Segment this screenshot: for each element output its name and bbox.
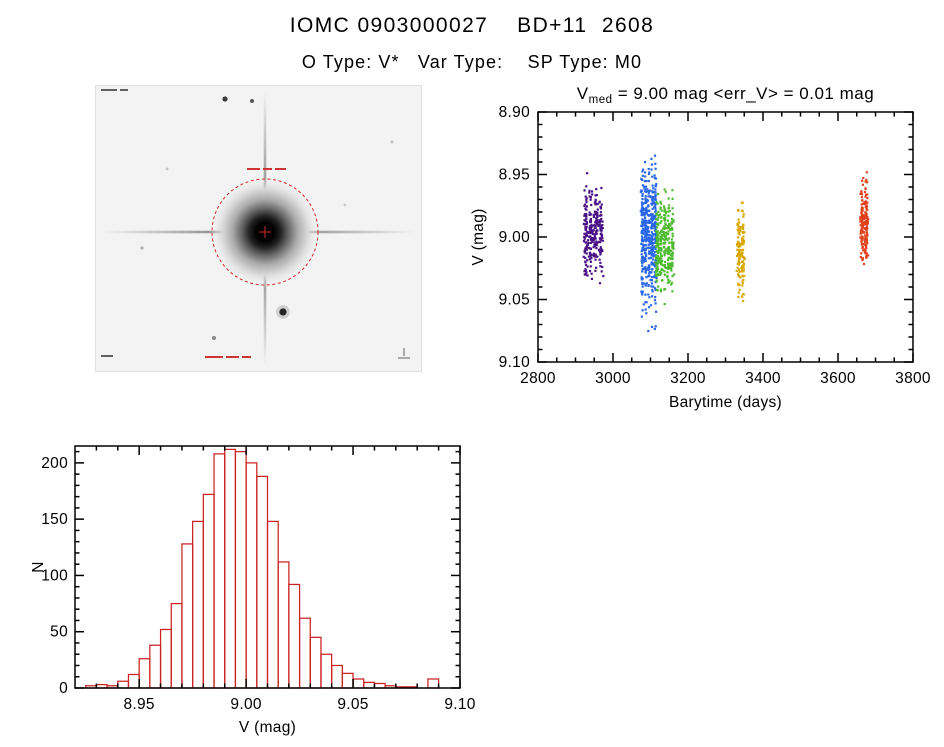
aperture-circle	[211, 178, 319, 286]
histogram-svg: 8.95 9.00 9.05 9.10 0 50 100 150 200 V (mag) N	[30, 445, 475, 736]
histogram-bar	[288, 583, 301, 689]
page-title: IOMC 0903000027 BD+11 2608	[289, 14, 655, 37]
histogram-bar	[309, 636, 322, 689]
histogram-bar	[192, 520, 204, 689]
lc-x-tick-label: 3400	[745, 370, 781, 387]
annotation-text-mark	[275, 168, 286, 170]
hist-x-tick-label: 9.00	[230, 696, 261, 713]
field-star	[140, 246, 144, 250]
histogram-ylabel: N	[30, 561, 47, 573]
histogram-bar	[224, 448, 237, 689]
histogram-chart: 8.95 9.00 9.05 9.10 0 50 100 150 200 V (mag) N	[30, 428, 490, 746]
star-field-svg	[95, 85, 422, 372]
histogram-bar	[138, 658, 151, 689]
histogram-bar	[127, 673, 140, 689]
histogram-bar	[181, 543, 194, 689]
hist-x-tick-label: 9.10	[444, 696, 475, 713]
lc-x-tick-label: 2800	[520, 370, 556, 387]
histogram-axes	[74, 445, 461, 689]
lc-y-tick-label: 9.10	[499, 354, 530, 371]
lc-x-tick-label: 3200	[670, 370, 706, 387]
annotation-text-mark	[205, 356, 223, 358]
lightcurve-svg: 2800 3000 3200 3400 3600 3800 8.90 8.95 9.00 9.05…	[470, 84, 931, 411]
annotation-text-mark	[242, 356, 251, 358]
histogram-bar	[277, 561, 290, 689]
hist-y-tick-label: 0	[59, 680, 68, 697]
cluster-epoch-3	[654, 188, 676, 306]
lc-x-tick-label: 3000	[595, 370, 631, 387]
cluster-epoch-4	[735, 201, 746, 303]
annotation-text-mark	[101, 355, 113, 357]
histogram-bars	[85, 448, 440, 689]
annotation-text-mark	[226, 356, 239, 358]
histogram-bar	[213, 453, 226, 689]
hist-y-tick-label: 150	[41, 511, 68, 528]
field-star	[165, 167, 169, 171]
histogram-bar	[320, 653, 333, 689]
lc-y-tick-label: 8.95	[499, 167, 530, 184]
hist-y-tick-label: 200	[41, 455, 68, 472]
annotation-text-mark	[247, 168, 260, 170]
histogram-bar	[256, 475, 269, 689]
cluster-epoch-1	[582, 172, 605, 285]
cluster-epoch-5	[859, 171, 870, 266]
field-star	[279, 308, 287, 316]
lightcurve-ylabel: V (mag)	[470, 208, 487, 265]
lightcurve-title: Vmed = 9.00 mag <err_V> = 0.01 mag	[577, 84, 874, 106]
lightcurve-chart: 2800 3000 3200 3400 3600 3800 8.90 8.95 9.00 9.05…	[468, 82, 944, 418]
field-star	[222, 96, 228, 102]
lc-y-tick-label: 8.90	[499, 104, 530, 121]
hist-y-tick-label: 50	[50, 624, 68, 641]
histogram-bar	[159, 628, 172, 689]
histogram-bar	[266, 520, 279, 689]
field-star	[212, 336, 216, 340]
lc-x-tick-label: 3800	[895, 370, 931, 387]
lc-y-tick-label: 9.05	[499, 292, 530, 309]
histogram-bar	[331, 664, 343, 689]
field-stars	[140, 96, 394, 340]
histogram-bar	[234, 451, 247, 689]
hist-x-tick-label: 8.95	[123, 696, 154, 713]
lightcurve-points	[582, 154, 870, 333]
histogram-bar	[427, 678, 440, 689]
histogram-bar	[245, 462, 258, 689]
histogram-bar	[298, 617, 311, 689]
histogram-bar	[352, 678, 365, 689]
field-star	[250, 99, 254, 103]
histogram-bar	[363, 681, 376, 689]
page-subtitle: O Type: V* Var Type: SP Type: M0	[301, 52, 643, 72]
starfield-annotations	[101, 89, 410, 359]
field-star	[343, 203, 347, 207]
lightcurve-axes	[537, 111, 914, 363]
field-star	[390, 140, 394, 144]
histogram-bar	[202, 493, 215, 689]
lc-y-tick-label: 9.00	[499, 229, 530, 246]
histogram-bar	[117, 680, 130, 689]
histogram-bar	[341, 672, 354, 689]
lc-x-tick-label: 3600	[820, 370, 856, 387]
hist-y-tick-label: 100	[41, 567, 68, 584]
cluster-epoch-2	[639, 154, 658, 333]
finder-chart-image	[95, 85, 422, 372]
annotation-text-mark	[101, 89, 117, 91]
histogram-xlabel: V (mag)	[239, 719, 296, 736]
annotation-text-mark	[120, 89, 128, 91]
hist-x-tick-label: 9.05	[337, 696, 368, 713]
histogram-bar	[149, 644, 162, 689]
annotation-text-mark	[263, 168, 272, 170]
lightcurve-xlabel: Barytime (days)	[669, 394, 782, 411]
histogram-bar	[170, 602, 183, 689]
